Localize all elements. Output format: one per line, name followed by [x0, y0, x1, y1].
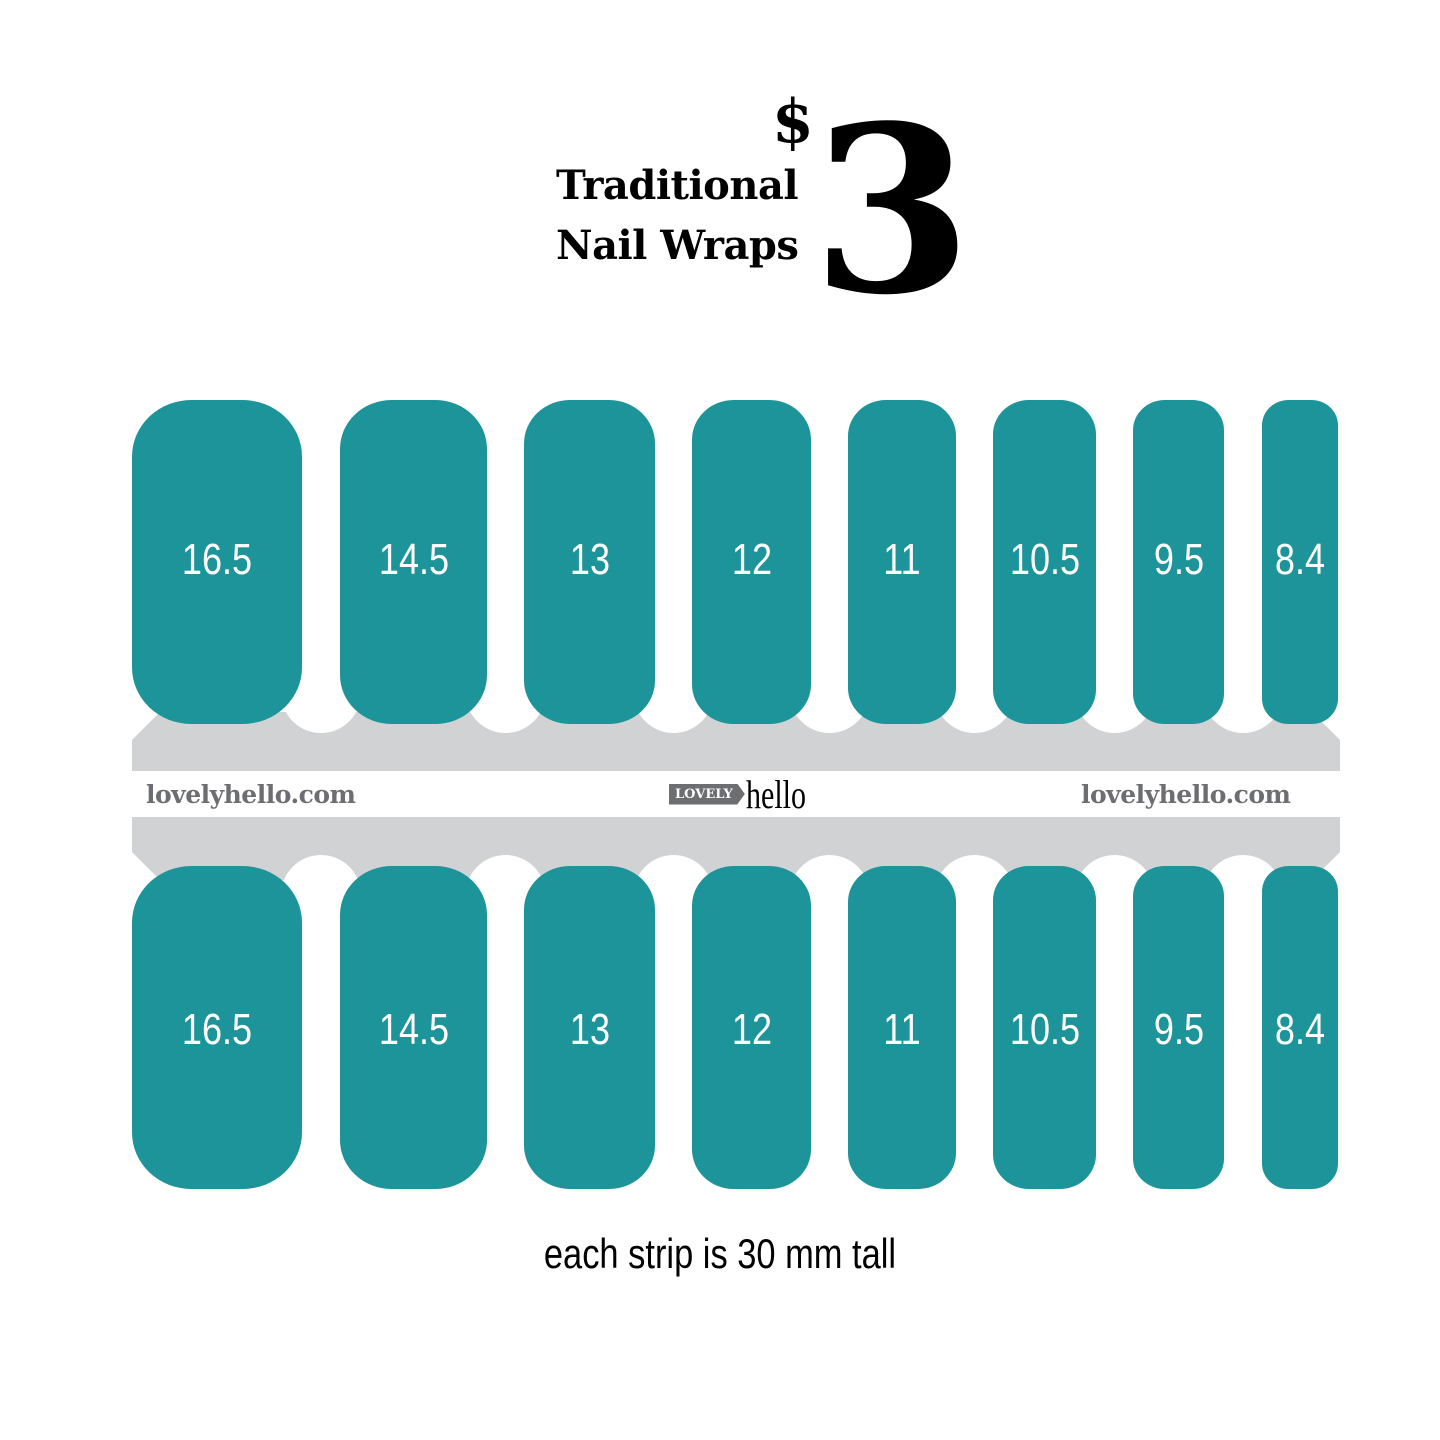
- nail-size-label: 12: [731, 535, 772, 584]
- title-line-2: Nail Wraps: [556, 222, 799, 269]
- strip-corner: [132, 712, 160, 740]
- nail-size-label: 13: [569, 535, 610, 584]
- nail-wrap: [340, 400, 487, 724]
- logo-box: LOVELY: [669, 783, 745, 805]
- caption: each strip is 30 mm tall: [543, 1230, 897, 1277]
- nail-size-label: 9.5: [1153, 1005, 1204, 1054]
- brand-logo: LOVELY hello: [669, 772, 826, 817]
- nail-wrap: [993, 866, 1096, 1189]
- nail-size-label: 12: [731, 1005, 772, 1054]
- nail-wrap: [692, 866, 811, 1189]
- logo-word: hello: [745, 771, 806, 817]
- nail-wrap: [1133, 400, 1224, 724]
- price: 3: [812, 76, 973, 346]
- title-line-1: Traditional: [556, 162, 799, 209]
- nail-size-label: 14.5: [378, 535, 449, 584]
- nail-wrap: [993, 400, 1096, 724]
- nail-size-label: 11: [883, 535, 921, 584]
- nail-size-label: 14.5: [378, 1005, 449, 1054]
- nail-wrap: [524, 400, 655, 724]
- site-url-right: lovelyhello.com: [1081, 780, 1291, 809]
- nail-wrap: [132, 400, 302, 724]
- nail-size-label: 13: [569, 1005, 610, 1054]
- nail-wrap: [524, 866, 655, 1189]
- nail-wrap: [1133, 866, 1224, 1189]
- nail-size-label: 9.5: [1153, 535, 1204, 584]
- nail-size-label: 8.4: [1274, 1005, 1326, 1054]
- nail-size-label: 10.5: [1009, 535, 1080, 584]
- nail-size-label: 16.5: [181, 535, 253, 584]
- nail-size-label: 16.5: [181, 1005, 253, 1054]
- nail-size-label: 11: [883, 1005, 921, 1054]
- nail-wrap: [848, 866, 956, 1189]
- nail-wrap: [1262, 866, 1338, 1189]
- currency-symbol: $: [772, 87, 814, 157]
- nail-wrap: [848, 400, 956, 724]
- nail-wrap: [1262, 400, 1338, 724]
- nail-wrap: [692, 400, 811, 724]
- nail-size-label: 10.5: [1009, 1005, 1080, 1054]
- nail-wrap: [340, 866, 487, 1189]
- strip-corner: [132, 852, 160, 880]
- nail-size-label: 8.4: [1274, 535, 1326, 584]
- site-url-left: lovelyhello.com: [146, 780, 356, 809]
- nail-wrap: [132, 866, 302, 1189]
